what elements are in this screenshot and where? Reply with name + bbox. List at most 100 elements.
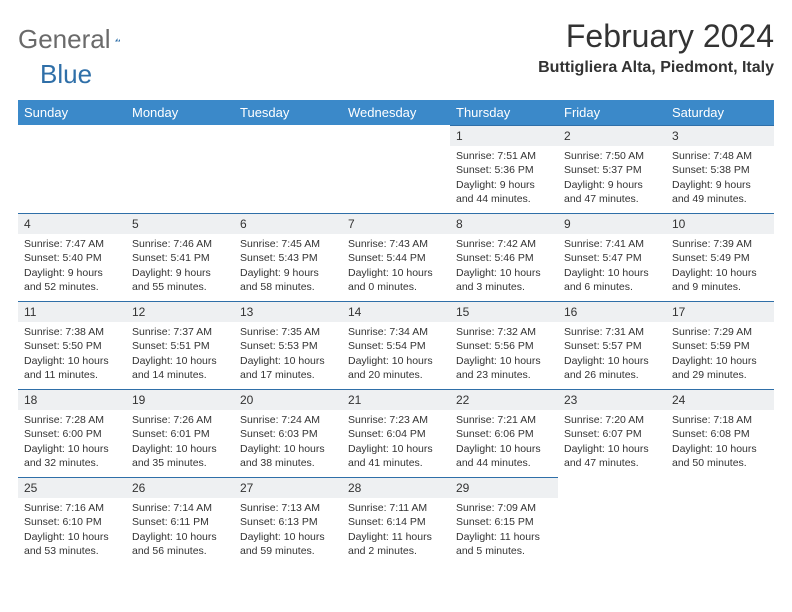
sunset-text: Sunset: 5:50 PM bbox=[24, 339, 120, 353]
day-number: 8 bbox=[450, 213, 558, 234]
day2-text: and 29 minutes. bbox=[672, 368, 768, 382]
sunrise-text: Sunrise: 7:42 AM bbox=[456, 237, 552, 251]
day-number: 10 bbox=[666, 213, 774, 234]
day-cell: 29Sunrise: 7:09 AMSunset: 6:15 PMDayligh… bbox=[450, 477, 558, 565]
sunset-text: Sunset: 6:03 PM bbox=[240, 427, 336, 441]
day-number: 16 bbox=[558, 301, 666, 322]
day-cell: 18Sunrise: 7:28 AMSunset: 6:00 PMDayligh… bbox=[18, 389, 126, 477]
sunrise-text: Sunrise: 7:09 AM bbox=[456, 501, 552, 515]
day1-text: Daylight: 10 hours bbox=[564, 442, 660, 456]
day-cell: 8Sunrise: 7:42 AMSunset: 5:46 PMDaylight… bbox=[450, 213, 558, 301]
sunset-text: Sunset: 6:11 PM bbox=[132, 515, 228, 529]
brand-logo: General bbox=[18, 18, 145, 55]
sunset-text: Sunset: 6:13 PM bbox=[240, 515, 336, 529]
sunrise-text: Sunrise: 7:21 AM bbox=[456, 413, 552, 427]
sunrise-text: Sunrise: 7:13 AM bbox=[240, 501, 336, 515]
sunrise-text: Sunrise: 7:45 AM bbox=[240, 237, 336, 251]
sunrise-text: Sunrise: 7:18 AM bbox=[672, 413, 768, 427]
day-cell: 3Sunrise: 7:48 AMSunset: 5:38 PMDaylight… bbox=[666, 125, 774, 213]
day2-text: and 20 minutes. bbox=[348, 368, 444, 382]
sunset-text: Sunset: 6:07 PM bbox=[564, 427, 660, 441]
day2-text: and 52 minutes. bbox=[24, 280, 120, 294]
brand-part2: Blue bbox=[18, 59, 92, 90]
day1-text: Daylight: 9 hours bbox=[564, 178, 660, 192]
sunrise-text: Sunrise: 7:41 AM bbox=[564, 237, 660, 251]
day2-text: and 32 minutes. bbox=[24, 456, 120, 470]
sunrise-text: Sunrise: 7:46 AM bbox=[132, 237, 228, 251]
day2-text: and 56 minutes. bbox=[132, 544, 228, 558]
day-cell: 2Sunrise: 7:50 AMSunset: 5:37 PMDaylight… bbox=[558, 125, 666, 213]
day-number: 14 bbox=[342, 301, 450, 322]
day-cell: 5Sunrise: 7:46 AMSunset: 5:41 PMDaylight… bbox=[126, 213, 234, 301]
sunrise-text: Sunrise: 7:23 AM bbox=[348, 413, 444, 427]
sunset-text: Sunset: 5:54 PM bbox=[348, 339, 444, 353]
day-header-row: Sunday Monday Tuesday Wednesday Thursday… bbox=[18, 100, 774, 125]
day1-text: Daylight: 10 hours bbox=[24, 354, 120, 368]
day1-text: Daylight: 10 hours bbox=[564, 354, 660, 368]
week-row: 4Sunrise: 7:47 AMSunset: 5:40 PMDaylight… bbox=[18, 213, 774, 301]
day-number: 22 bbox=[450, 389, 558, 410]
day-number: 20 bbox=[234, 389, 342, 410]
day1-text: Daylight: 10 hours bbox=[348, 442, 444, 456]
day2-text: and 49 minutes. bbox=[672, 192, 768, 206]
day-number: 13 bbox=[234, 301, 342, 322]
day2-text: and 47 minutes. bbox=[564, 192, 660, 206]
day-cell: 15Sunrise: 7:32 AMSunset: 5:56 PMDayligh… bbox=[450, 301, 558, 389]
calendar-body: 1Sunrise: 7:51 AMSunset: 5:36 PMDaylight… bbox=[18, 125, 774, 565]
day1-text: Daylight: 10 hours bbox=[132, 354, 228, 368]
sunrise-text: Sunrise: 7:48 AM bbox=[672, 149, 768, 163]
day-cell bbox=[342, 125, 450, 213]
day1-text: Daylight: 9 hours bbox=[456, 178, 552, 192]
sunrise-text: Sunrise: 7:24 AM bbox=[240, 413, 336, 427]
day-cell: 11Sunrise: 7:38 AMSunset: 5:50 PMDayligh… bbox=[18, 301, 126, 389]
title-block: February 2024 Buttigliera Alta, Piedmont… bbox=[538, 18, 774, 77]
day2-text: and 17 minutes. bbox=[240, 368, 336, 382]
sunset-text: Sunset: 5:44 PM bbox=[348, 251, 444, 265]
day-cell: 4Sunrise: 7:47 AMSunset: 5:40 PMDaylight… bbox=[18, 213, 126, 301]
day-cell: 25Sunrise: 7:16 AMSunset: 6:10 PMDayligh… bbox=[18, 477, 126, 565]
day-cell: 19Sunrise: 7:26 AMSunset: 6:01 PMDayligh… bbox=[126, 389, 234, 477]
day-number: 26 bbox=[126, 477, 234, 498]
brand-part1: General bbox=[18, 24, 111, 55]
day2-text: and 38 minutes. bbox=[240, 456, 336, 470]
day2-text: and 35 minutes. bbox=[132, 456, 228, 470]
day1-text: Daylight: 10 hours bbox=[24, 530, 120, 544]
day-number: 11 bbox=[18, 301, 126, 322]
sunrise-text: Sunrise: 7:32 AM bbox=[456, 325, 552, 339]
day-cell: 7Sunrise: 7:43 AMSunset: 5:44 PMDaylight… bbox=[342, 213, 450, 301]
day2-text: and 58 minutes. bbox=[240, 280, 336, 294]
day2-text: and 53 minutes. bbox=[24, 544, 120, 558]
week-row: 1Sunrise: 7:51 AMSunset: 5:36 PMDaylight… bbox=[18, 125, 774, 213]
day-number: 24 bbox=[666, 389, 774, 410]
day2-text: and 11 minutes. bbox=[24, 368, 120, 382]
day1-text: Daylight: 9 hours bbox=[132, 266, 228, 280]
day1-text: Daylight: 11 hours bbox=[348, 530, 444, 544]
day-number: 19 bbox=[126, 389, 234, 410]
sunset-text: Sunset: 5:59 PM bbox=[672, 339, 768, 353]
day-number: 27 bbox=[234, 477, 342, 498]
sunset-text: Sunset: 5:49 PM bbox=[672, 251, 768, 265]
day-header: Saturday bbox=[666, 100, 774, 125]
day-number: 17 bbox=[666, 301, 774, 322]
day2-text: and 23 minutes. bbox=[456, 368, 552, 382]
sunrise-text: Sunrise: 7:34 AM bbox=[348, 325, 444, 339]
day2-text: and 2 minutes. bbox=[348, 544, 444, 558]
day1-text: Daylight: 10 hours bbox=[456, 442, 552, 456]
day-number: 4 bbox=[18, 213, 126, 234]
day2-text: and 9 minutes. bbox=[672, 280, 768, 294]
sunset-text: Sunset: 5:36 PM bbox=[456, 163, 552, 177]
day2-text: and 0 minutes. bbox=[348, 280, 444, 294]
day2-text: and 5 minutes. bbox=[456, 544, 552, 558]
sunrise-text: Sunrise: 7:11 AM bbox=[348, 501, 444, 515]
day2-text: and 44 minutes. bbox=[456, 192, 552, 206]
day1-text: Daylight: 10 hours bbox=[24, 442, 120, 456]
day1-text: Daylight: 10 hours bbox=[240, 530, 336, 544]
month-title: February 2024 bbox=[538, 18, 774, 55]
location-label: Buttigliera Alta, Piedmont, Italy bbox=[538, 59, 774, 77]
sunset-text: Sunset: 5:38 PM bbox=[672, 163, 768, 177]
sunrise-text: Sunrise: 7:35 AM bbox=[240, 325, 336, 339]
day2-text: and 26 minutes. bbox=[564, 368, 660, 382]
day-number: 28 bbox=[342, 477, 450, 498]
day-cell: 13Sunrise: 7:35 AMSunset: 5:53 PMDayligh… bbox=[234, 301, 342, 389]
day-cell: 1Sunrise: 7:51 AMSunset: 5:36 PMDaylight… bbox=[450, 125, 558, 213]
